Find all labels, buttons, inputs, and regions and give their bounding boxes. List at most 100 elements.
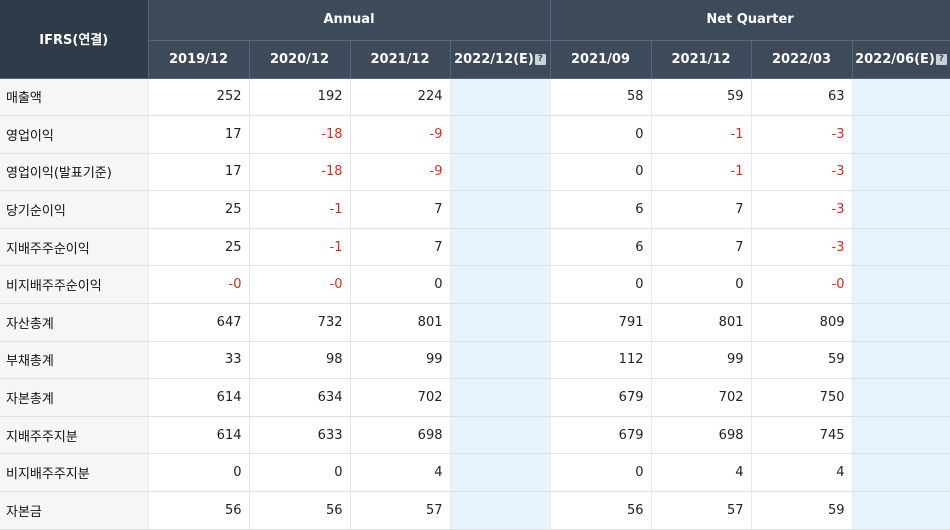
annual-value-cell: -0 [249, 265, 351, 305]
quarter-value-cell [852, 153, 950, 192]
annual-value-cell [450, 190, 551, 229]
period-label: 2021/12 [370, 51, 430, 67]
quarter-value-cell: -3 [751, 115, 853, 154]
help-icon[interactable]: ? [935, 53, 947, 65]
annual-value-cell [450, 453, 551, 493]
annual-value-cell: 647 [148, 303, 250, 342]
quarter-value-cell: 0 [550, 153, 652, 192]
quarter-value-cell [852, 341, 950, 380]
quarter-value-cell: 801 [651, 303, 752, 342]
quarter-value-cell: -1 [651, 115, 752, 154]
annual-value-cell: 698 [350, 416, 451, 455]
quarter-period-header: 2021/09 [550, 40, 652, 79]
quarter-value-cell: 6 [550, 190, 652, 229]
quarter-value-cell: 745 [751, 416, 853, 455]
period-label: 2021/09 [570, 51, 631, 67]
quarter-value-cell: 112 [550, 341, 652, 380]
period-label: 2022/03 [771, 51, 832, 67]
quarter-value-cell: 791 [550, 303, 652, 342]
quarter-value-cell [852, 190, 950, 229]
table-row: 자본금 56 56 57 56 57 59 [0, 491, 950, 530]
quarter-value-cell [852, 265, 950, 305]
annual-value-cell: 702 [350, 378, 451, 417]
help-icon[interactable]: ? [534, 53, 546, 65]
quarter-value-cell: 59 [651, 78, 752, 117]
quarter-value-cell: 0 [651, 265, 752, 305]
period-label: 2022/12(E) [454, 51, 534, 67]
annual-group-header: Annual [148, 0, 551, 41]
quarter-value-cell: 6 [550, 228, 652, 267]
annual-value-cell: -0 [148, 265, 250, 305]
table-row: 비지배주주지분 0 0 4 0 4 4 [0, 453, 950, 493]
annual-value-cell: 801 [350, 303, 451, 342]
annual-value-cell: 614 [148, 378, 250, 417]
table-row: 자산총계 647 732 801 791 801 809 [0, 303, 950, 342]
annual-value-cell: 634 [249, 378, 351, 417]
row-label: 자본금 [0, 491, 149, 530]
annual-period-header: 2021/12 [350, 40, 451, 79]
quarter-value-cell: 679 [550, 416, 652, 455]
quarter-group-header: Net Quarter [550, 0, 950, 41]
quarter-value-cell: 809 [751, 303, 853, 342]
table-row: 당기순이익 25 -1 7 6 7 -3 [0, 190, 950, 229]
annual-value-cell: -18 [249, 153, 351, 192]
quarter-period-header: 2022/03 [751, 40, 853, 79]
annual-period-header: 2022/12(E)? [450, 40, 551, 79]
annual-value-cell: 57 [350, 491, 451, 530]
annual-value-cell: -9 [350, 115, 451, 154]
period-label: 2022/06(E) [855, 51, 935, 67]
label-column-header: IFRS(연결) [0, 0, 149, 79]
quarter-value-cell: 63 [751, 78, 853, 117]
annual-value-cell: 17 [148, 115, 250, 154]
row-label: 지배주주순이익 [0, 228, 149, 267]
quarter-value-cell: 7 [651, 190, 752, 229]
annual-period-header: 2019/12 [148, 40, 250, 79]
quarter-value-cell: 702 [651, 378, 752, 417]
quarter-value-cell: -3 [751, 153, 853, 192]
quarter-value-cell: 56 [550, 491, 652, 530]
row-label: 비지배주주순이익 [0, 265, 149, 305]
table-row: 부채총계 33 98 99 112 99 59 [0, 341, 950, 380]
annual-value-cell [450, 265, 551, 305]
annual-value-cell: 33 [148, 341, 250, 380]
annual-value-cell [450, 115, 551, 154]
annual-value-cell: 0 [148, 453, 250, 493]
table-row: 지배주주지분 614 633 698 679 698 745 [0, 416, 950, 455]
quarter-value-cell: -0 [751, 265, 853, 305]
quarter-value-cell: 0 [550, 453, 652, 493]
quarter-value-cell [852, 416, 950, 455]
annual-value-cell: 25 [148, 190, 250, 229]
table-row: 매출액 252 192 224 58 59 63 [0, 78, 950, 117]
annual-value-cell: 17 [148, 153, 250, 192]
quarter-value-cell: 0 [550, 265, 652, 305]
row-label: 영업이익(발표기준) [0, 153, 149, 192]
quarter-value-cell: 750 [751, 378, 853, 417]
annual-value-cell [450, 228, 551, 267]
period-label: 2019/12 [168, 51, 229, 67]
row-label: 당기순이익 [0, 190, 149, 229]
annual-value-cell: 7 [350, 228, 451, 267]
row-label: 비지배주주지분 [0, 453, 149, 493]
table-row: 자본총계 614 634 702 679 702 750 [0, 378, 950, 417]
annual-value-cell [450, 303, 551, 342]
annual-value-cell: 224 [350, 78, 451, 117]
table-row: 영업이익(발표기준) 17 -18 -9 0 -1 -3 [0, 153, 950, 192]
annual-period-header: 2020/12 [249, 40, 351, 79]
annual-value-cell: -1 [249, 190, 351, 229]
annual-value-cell: 99 [350, 341, 451, 380]
quarter-value-cell: -3 [751, 190, 853, 229]
quarter-value-cell: 59 [751, 491, 853, 530]
quarter-value-cell: 59 [751, 341, 853, 380]
quarter-value-cell: -1 [651, 153, 752, 192]
quarter-value-cell: 698 [651, 416, 752, 455]
row-label: 영업이익 [0, 115, 149, 154]
annual-value-cell: 0 [249, 453, 351, 493]
quarter-value-cell [852, 303, 950, 342]
annual-value-cell: 4 [350, 453, 451, 493]
table-row: 비지배주주순이익 -0 -0 0 0 0 -0 [0, 265, 950, 305]
annual-value-cell [450, 341, 551, 380]
quarter-value-cell: 4 [651, 453, 752, 493]
annual-value-cell: 732 [249, 303, 351, 342]
row-label: 지배주주지분 [0, 416, 149, 455]
